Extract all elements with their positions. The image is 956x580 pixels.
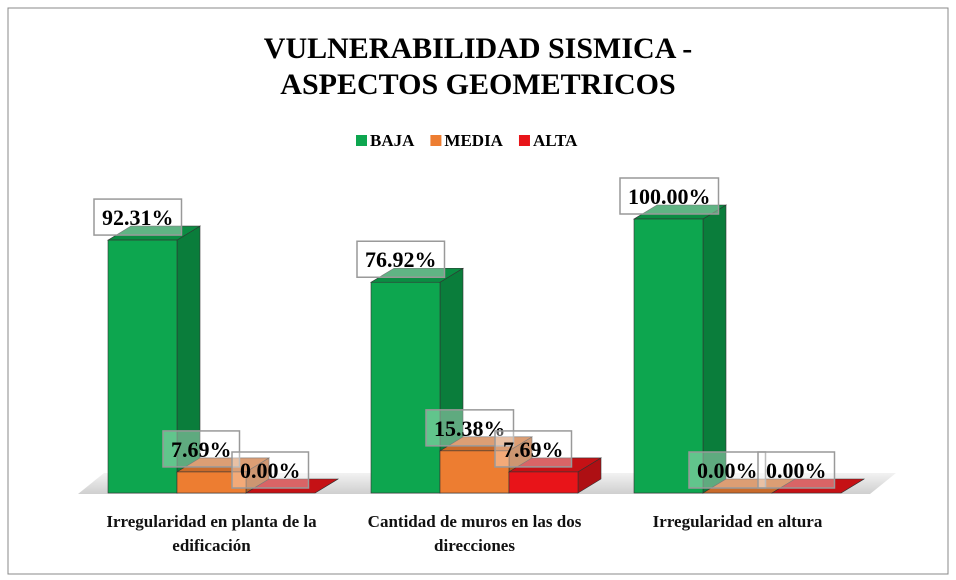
value-label: 0.00% [766,458,827,483]
bar-side [702,204,727,494]
value-label-box [619,177,720,215]
value-label-box [231,451,310,489]
value-label: 0.00% [697,458,758,483]
value-label: 7.69% [171,437,232,462]
legend-label: ALTA [533,131,578,150]
value-label-box [494,430,573,468]
value-label: 92.31% [102,205,174,230]
value-label: 76.92% [365,247,437,272]
value-label: 0.00% [240,458,301,483]
legend-swatch [356,135,367,146]
bar [370,281,441,494]
legend-label: MEDIA [444,131,503,150]
legend-swatch [430,135,442,146]
value-label: 15.38% [434,416,506,441]
bar [107,239,178,494]
x-tick-label: Irregularidad en altura [652,512,823,531]
value-label-box [688,451,767,489]
bar-top [770,478,866,494]
legend-swatch [518,135,530,146]
value-label-box [757,451,836,489]
chart-title: VULNERABILIDAD SISMICA -ASPECTOS GEOMETR… [264,32,692,101]
bar [508,471,579,494]
legend-label: BAJA [370,131,415,150]
x-tick-label: Cantidad de muros en las dos direcciones [367,512,582,555]
bar-top [244,478,340,494]
value-label-box [162,430,241,468]
bar [439,450,510,494]
value-label: 7.69% [503,437,564,462]
value-label: 100.00% [628,184,711,209]
value-label-box [425,409,515,447]
value-label-box [356,240,446,278]
bar [176,471,247,494]
bar [633,218,704,494]
value-label-box [93,198,183,236]
x-tick-label: Irregularidad en planta de la edificació… [106,512,317,555]
